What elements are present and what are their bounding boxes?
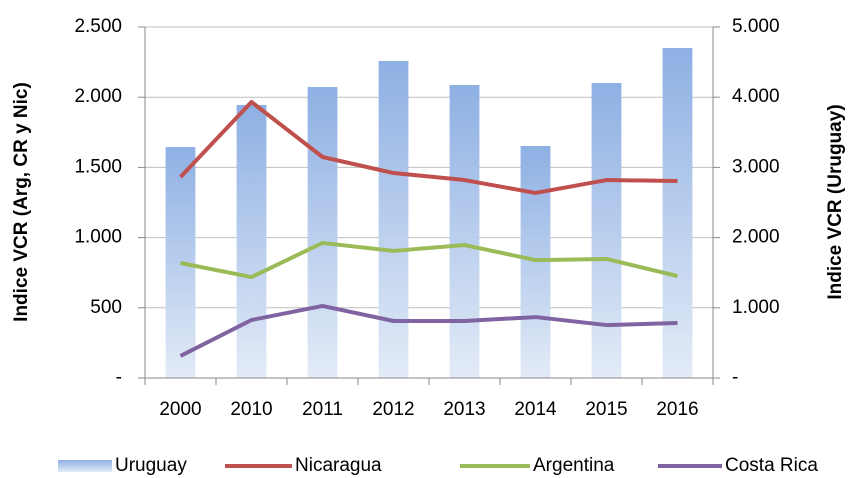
line-series bbox=[179, 303, 678, 358]
y2-tick-label: 2.000 bbox=[732, 227, 780, 248]
x-tick-label: 2013 bbox=[443, 399, 485, 420]
y-tick-label: 1.500 bbox=[74, 156, 122, 177]
y2-tick-label: 5.000 bbox=[732, 16, 780, 37]
x-tick-label: 2000 bbox=[159, 399, 201, 420]
y2-tick-label: 3.000 bbox=[732, 156, 780, 177]
bar bbox=[165, 147, 196, 378]
y2-axis-title: Indice VCR (Uruguay) bbox=[825, 104, 846, 299]
y-tick-label: 2.000 bbox=[74, 86, 122, 107]
legend-label: Costa Rica bbox=[725, 455, 818, 476]
y2-tick-label: 4.000 bbox=[732, 86, 780, 107]
bar bbox=[236, 104, 267, 378]
bar bbox=[307, 87, 338, 379]
y-axis-title: Indice VCR (Arg, CR y Nic) bbox=[11, 82, 32, 322]
y-tick-label: 500 bbox=[90, 297, 122, 318]
legend-label: Nicaragua bbox=[295, 455, 382, 476]
x-tick-label: 2014 bbox=[514, 399, 557, 420]
line-series bbox=[180, 240, 678, 280]
x-tick-label: 2010 bbox=[230, 399, 272, 420]
y2-tick-label: 1.000 bbox=[732, 297, 780, 318]
bar bbox=[662, 47, 693, 378]
x-tick-label: 2012 bbox=[372, 399, 414, 420]
bar bbox=[449, 84, 480, 378]
line-series bbox=[179, 99, 678, 195]
legend-label: Uruguay bbox=[115, 455, 187, 476]
y-tick-label: 2.500 bbox=[74, 16, 122, 37]
legend-label: Argentina bbox=[533, 455, 615, 476]
legend-swatch bbox=[58, 460, 112, 472]
x-tick-label: 2015 bbox=[585, 399, 627, 420]
x-tick-label: 2016 bbox=[656, 399, 698, 420]
bar bbox=[591, 83, 622, 379]
y-tick-label: 1.000 bbox=[74, 227, 122, 248]
bar bbox=[378, 60, 409, 378]
y2-tick-label: - bbox=[732, 367, 738, 388]
x-tick-label: 2011 bbox=[302, 399, 343, 420]
y-tick-label: - bbox=[116, 367, 122, 388]
